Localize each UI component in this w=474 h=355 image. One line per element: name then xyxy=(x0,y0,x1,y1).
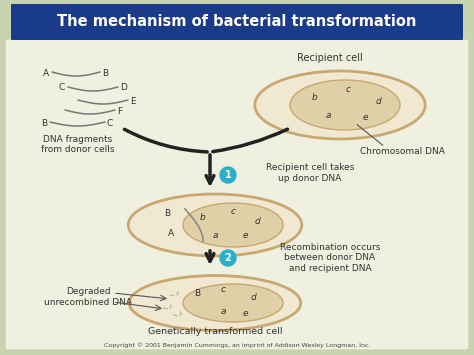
Text: d: d xyxy=(375,97,381,105)
FancyBboxPatch shape xyxy=(11,4,463,40)
Text: A: A xyxy=(43,69,49,77)
Text: d: d xyxy=(254,217,260,225)
Text: F: F xyxy=(117,106,122,115)
Text: b: b xyxy=(312,93,318,102)
Text: DNA fragments
from donor cells: DNA fragments from donor cells xyxy=(41,135,115,154)
Text: The mechanism of bacterial transformation: The mechanism of bacterial transformatio… xyxy=(57,15,417,29)
Text: 2: 2 xyxy=(225,253,231,263)
Text: B: B xyxy=(102,69,108,77)
Text: B: B xyxy=(41,119,47,127)
Text: c: c xyxy=(230,207,236,215)
Text: E: E xyxy=(130,97,136,105)
Text: e: e xyxy=(242,308,248,317)
Text: c: c xyxy=(346,84,350,93)
Text: 1: 1 xyxy=(225,170,231,180)
Text: e: e xyxy=(242,231,248,240)
Ellipse shape xyxy=(290,80,400,130)
Text: e: e xyxy=(362,113,368,121)
Text: Genetically transformed cell: Genetically transformed cell xyxy=(148,327,282,335)
Ellipse shape xyxy=(183,203,283,247)
Text: C: C xyxy=(59,83,65,93)
FancyBboxPatch shape xyxy=(5,39,469,350)
Text: a: a xyxy=(325,110,331,120)
Text: B: B xyxy=(164,208,170,218)
Text: C: C xyxy=(107,119,113,127)
Ellipse shape xyxy=(183,284,283,322)
Text: Recombination occurs
between donor DNA
and recipient DNA: Recombination occurs between donor DNA a… xyxy=(280,243,380,273)
Circle shape xyxy=(220,250,236,266)
Text: A: A xyxy=(168,229,174,237)
Text: Degraded
unrecombined DNA: Degraded unrecombined DNA xyxy=(44,287,132,307)
Text: c: c xyxy=(220,284,226,294)
Text: a: a xyxy=(212,230,218,240)
Circle shape xyxy=(220,167,236,183)
Ellipse shape xyxy=(255,71,425,139)
Text: Recipient cell: Recipient cell xyxy=(297,53,363,63)
Text: D: D xyxy=(120,83,127,93)
Ellipse shape xyxy=(128,194,302,256)
Text: Chromosomal DNA: Chromosomal DNA xyxy=(360,147,445,157)
Text: d: d xyxy=(250,294,256,302)
Text: Copyright © 2001 Benjamin Cummings, an imprint of Addison Wesley Longman, Inc.: Copyright © 2001 Benjamin Cummings, an i… xyxy=(104,342,370,348)
Text: b: b xyxy=(200,213,206,222)
Text: a: a xyxy=(220,307,226,317)
Ellipse shape xyxy=(129,275,301,331)
Text: Recipient cell takes
up donor DNA: Recipient cell takes up donor DNA xyxy=(266,163,354,183)
Text: B: B xyxy=(194,289,200,299)
